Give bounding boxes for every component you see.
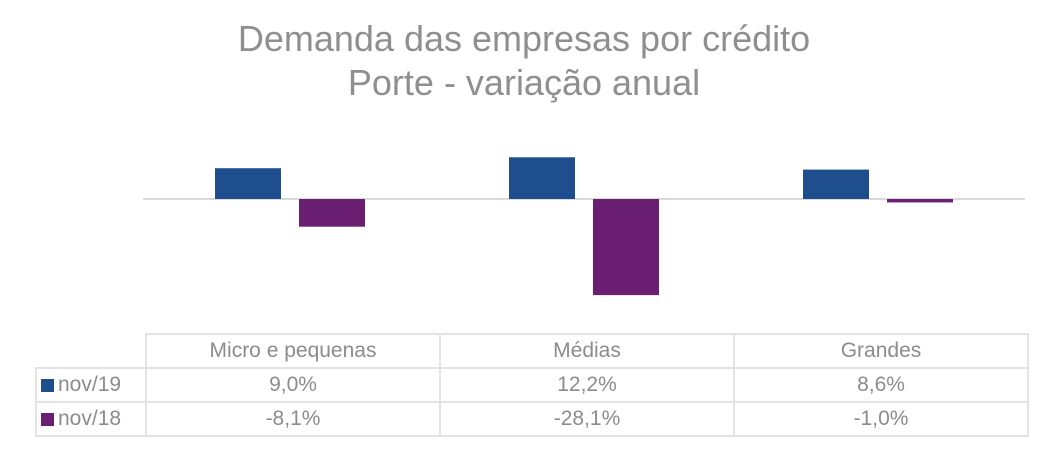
- bar-nov-19-1: [509, 157, 575, 199]
- data-label: 9,0%: [145, 367, 441, 403]
- table-row: nov/18 -8,1% -28,1% -1,0%: [35, 401, 1029, 437]
- data-label: 8,6%: [733, 367, 1029, 403]
- table-corner: [36, 334, 147, 369]
- table-row: nov/19 9,0% 12,2% 8,6%: [35, 367, 1029, 403]
- legend-entry: nov/19: [35, 367, 147, 403]
- data-label: -1,0%: [733, 401, 1029, 437]
- plot-area: [143, 157, 1025, 296]
- bar-nov-18-1: [593, 199, 659, 296]
- legend-entry: nov/18: [35, 401, 147, 437]
- category-label: Médias: [439, 333, 735, 369]
- chart-subtitle: Porte - variação anual: [347, 62, 701, 103]
- category-label: Grandes: [733, 333, 1029, 369]
- table-header-row: Micro e pequenas Médias Grandes: [36, 333, 1029, 369]
- chart-title: Demanda das empresas por crédito: [237, 18, 811, 59]
- bar-nov-19-2: [803, 169, 869, 199]
- bar-nov-18-0: [299, 199, 365, 227]
- data-label: -28,1%: [439, 401, 735, 437]
- legend-label: nov/19: [58, 373, 122, 396]
- legend-label: nov/18: [58, 407, 122, 430]
- data-label: -8,1%: [145, 401, 441, 437]
- bar-nov-19-0: [215, 168, 281, 199]
- legend-swatch: [41, 413, 54, 426]
- data-label: 12,2%: [439, 367, 735, 403]
- legend-swatch: [41, 379, 54, 392]
- data-table: Micro e pequenas Médias Grandes nov/19 9…: [35, 333, 1029, 437]
- category-label: Micro e pequenas: [145, 333, 441, 369]
- bar-nov-18-2: [887, 199, 953, 203]
